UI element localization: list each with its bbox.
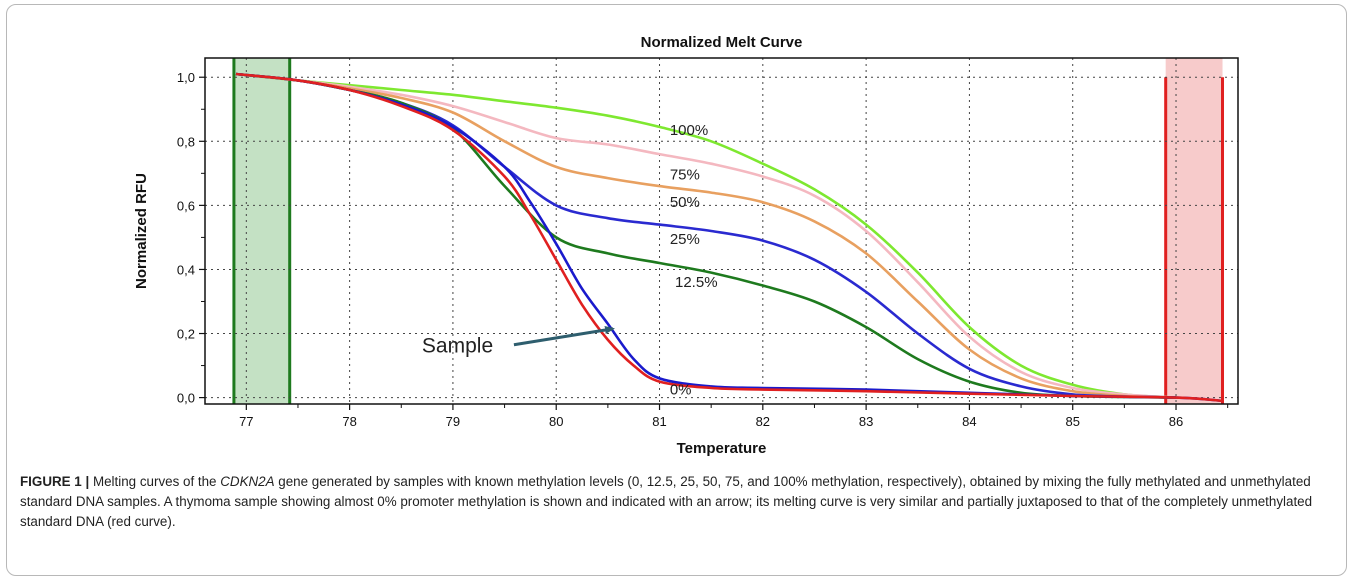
caption-figure-label: FIGURE 1 | [20,474,90,489]
y-tick-label-2: 0,4 [177,262,195,277]
annotation-75pct: 75% [670,167,700,184]
x-tick-label-2: 79 [446,414,460,429]
left-melt-region [233,58,290,404]
figure-caption: FIGURE 1 | Melting curves of the CDKN2A … [20,472,1330,532]
annotation-50pct: 50% [670,194,700,211]
series-line-100pct [235,72,1177,399]
caption-gene-name: CDKN2A [220,474,275,489]
right-melt-region [1165,58,1223,404]
chart-title: Normalized Melt Curve [641,34,803,51]
x-tick-label-3: 80 [549,414,563,429]
x-tick-label-1: 78 [342,414,356,429]
x-axis-title: Temperature [677,440,767,457]
melt-curve-chart: Normalized Melt Curve 77 78 79 80 81 82 83 84 85 8… [133,34,1239,457]
x-tick-label-5: 82 [756,414,770,429]
caption-text-start: Melting curves of the [89,474,221,489]
series-line-12-5pct [235,72,1177,399]
y-tick-label-3: 0,6 [177,198,195,213]
annotation-25pct: 25% [670,231,700,248]
series-line-50pct [235,72,1177,399]
y-axis-title: Normalized RFU [133,173,150,289]
caption-text-end: gene generated by samples with known met… [20,474,1313,529]
x-tick-label-9: 86 [1169,414,1183,429]
annotation-12-5pct: 12.5% [675,274,718,291]
y-tick-label-5: 1,0 [177,70,195,85]
x-tick-label-6: 83 [859,414,873,429]
y-tick-label-4: 0,8 [177,134,195,149]
plot-area [205,58,1238,404]
x-tick-label-0: 77 [239,414,253,429]
annotation-sample: Sample [422,335,493,358]
series-line-75pct [235,72,1177,399]
y-tick-label-1: 0,2 [177,327,195,342]
annotation-0pct: 0% [670,381,692,398]
x-tick-label-4: 81 [652,414,666,429]
annotation-100pct: 100% [670,122,708,139]
plot-border [204,57,1239,405]
x-tick-label-8: 85 [1065,414,1079,429]
sample-arrow [513,326,616,347]
x-tick-label-7: 84 [962,414,976,429]
y-tick-label-0: 0,0 [177,391,195,406]
series-line-0pct [235,72,1223,403]
